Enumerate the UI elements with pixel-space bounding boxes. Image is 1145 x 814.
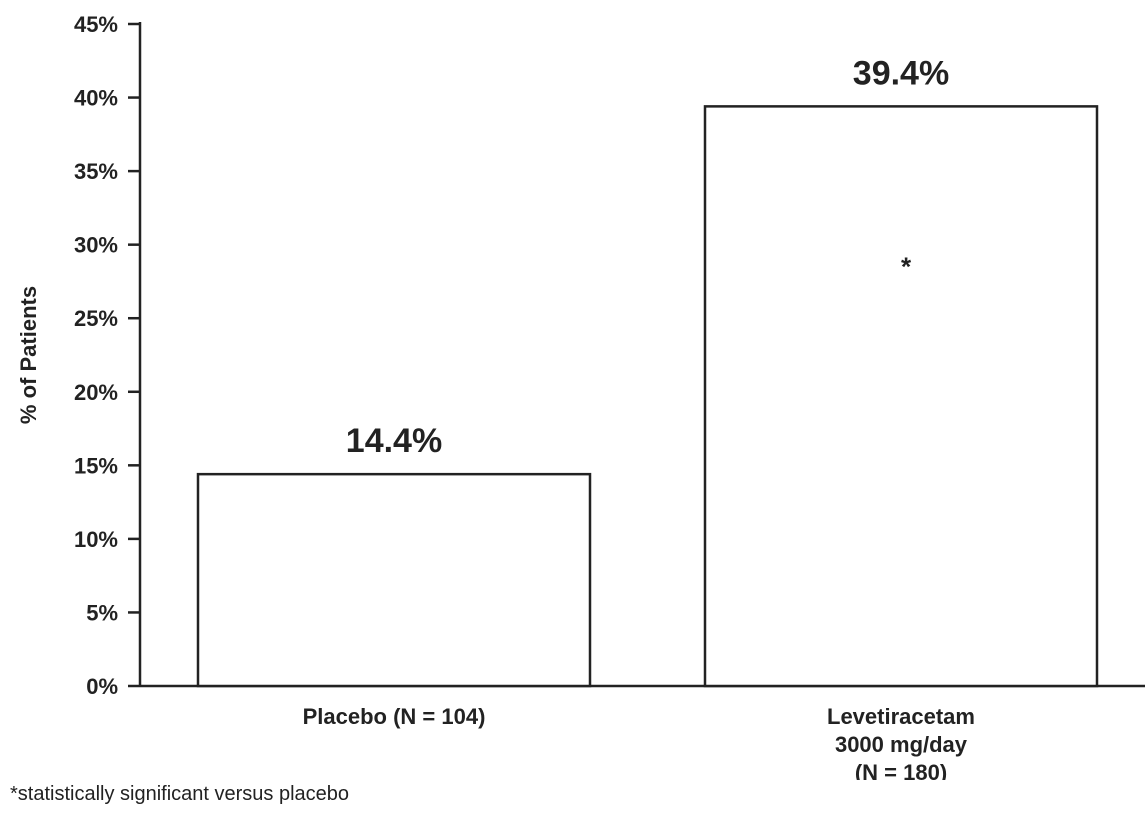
bars: [196, 105, 1099, 688]
bar: [196, 472, 592, 688]
y-tick-label: 5%: [86, 600, 118, 625]
y-tick-label: 45%: [74, 12, 118, 37]
y-tick-label: 35%: [74, 159, 118, 184]
y-tick-label: 30%: [74, 233, 118, 258]
x-category-label: Levetiracetam: [827, 704, 975, 729]
footnote: *statistically significant versus placeb…: [10, 783, 350, 805]
axes: 0% 5% 10% 15% 20% 25% 30% 35% 40% 45% % of Patient…: [16, 12, 1145, 699]
bar-chart: 0% 5% 10% 15% 20% 25% 30% 35% 40% 45% % of Patient…: [16, 12, 1145, 780]
x-category-label: (N = 180): [855, 760, 947, 780]
y-tick-label: 0%: [86, 674, 118, 699]
y-tick-label: 20%: [74, 380, 118, 405]
y-tick-label: 10%: [74, 527, 118, 552]
y-axis-label: % of Patients: [16, 286, 41, 424]
x-category-label: Placebo (N = 104): [303, 704, 486, 729]
bar-value-label: 14.4%: [346, 422, 442, 460]
bar-value-label: 39.4%: [853, 54, 949, 92]
y-tick-label: 40%: [74, 86, 118, 111]
x-category-label: 3000 mg/day: [835, 732, 968, 757]
y-tick-label: 25%: [74, 306, 118, 331]
y-tick-label: 15%: [74, 453, 118, 478]
labels: 14.4% Placebo (N = 104) 39.4% * Levetiraceta…: [303, 54, 975, 780]
significance-marker: *: [901, 252, 912, 282]
bar: [703, 105, 1099, 688]
